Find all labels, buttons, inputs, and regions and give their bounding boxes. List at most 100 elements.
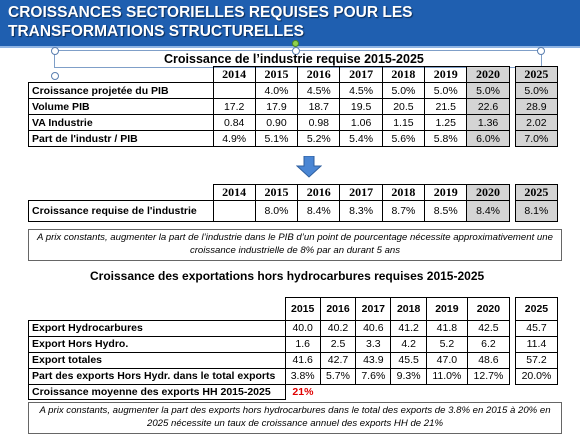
year-header: 2020: [466, 66, 510, 83]
year-header: 2020: [466, 297, 510, 321]
row-label: Export totales: [28, 351, 286, 369]
year-header: 2025: [514, 297, 559, 321]
table-row: Part des exports Hors Hydr. dans le tota…: [28, 367, 559, 385]
cell: 20.0%: [514, 367, 559, 385]
exports-table: 2015 2016 2017 2018 2019 2020 2025 Expor…: [28, 297, 559, 400]
average-growth-value: 21%: [292, 386, 314, 398]
table-header-row: 2014 2015 2016 2017 2018 2019 2020 2025: [29, 184, 559, 201]
cell: 21.5: [424, 98, 468, 115]
year-header: 2017: [355, 297, 392, 321]
year-header: 2015: [284, 297, 321, 321]
cell: 2.02: [514, 114, 559, 131]
cell: 8.4%: [466, 200, 510, 222]
year-header: 2016: [297, 184, 341, 201]
cell: 1.36: [466, 114, 510, 131]
cell: 7.0%: [514, 130, 559, 147]
table-row: Export Hors Hydro. 1.6 2.5 3.3 4.2 5.2 6…: [28, 335, 559, 353]
cell: 47.0: [425, 351, 468, 369]
industry-note: A prix constants, augmenter la part de l…: [28, 229, 562, 261]
corner-cell: [29, 185, 214, 201]
cell: 1.06: [339, 114, 383, 131]
year-header: 2017: [339, 184, 383, 201]
selection-handle[interactable]: [51, 72, 59, 80]
empty-cell: [356, 384, 391, 400]
selection-handle[interactable]: [292, 47, 300, 55]
section1-heading: Croissance de l’industrie requise 2015-2…: [164, 52, 424, 66]
cell: 28.9: [514, 98, 559, 115]
cell: 5.7%: [319, 367, 357, 385]
cell: 6.2: [466, 335, 510, 353]
cell: [212, 82, 256, 99]
cell: 57.2: [514, 351, 559, 369]
cell: 18.7: [297, 98, 341, 115]
rotation-handle[interactable]: [292, 40, 299, 47]
cell: 3.8%: [284, 367, 321, 385]
cell: 5.2: [425, 335, 468, 353]
year-header: 2014: [212, 66, 256, 83]
row-label: VA Industrie: [28, 114, 214, 131]
cell: 5.0%: [514, 82, 559, 99]
year-header: 2018: [381, 66, 426, 83]
cell: 5.0%: [424, 82, 468, 99]
cell: 3.3: [355, 335, 392, 353]
cell: 11.4: [514, 335, 559, 353]
row-label: Export Hydrocarbures: [28, 319, 286, 337]
table-row: Part de l'industr / PIB 4.9% 5.1% 5.2% 5…: [28, 130, 559, 147]
row-label: Part des exports Hors Hydr. dans le tota…: [28, 367, 286, 385]
table-row: VA Industrie 0.84 0.90 0.98 1.06 1.15 1.…: [28, 114, 559, 131]
cell: 45.5: [390, 351, 427, 369]
year-header: 2014: [212, 184, 256, 201]
year-header: 2019: [424, 66, 468, 83]
cell: 40.6: [355, 319, 392, 337]
cell: 5.6%: [381, 130, 426, 147]
year-header: 2018: [381, 184, 426, 201]
cell: 9.3%: [390, 367, 427, 385]
table-header-row: 2014 2015 2016 2017 2018 2019 2020 2025: [29, 66, 559, 83]
cell: 41.8: [425, 319, 468, 337]
cell: 40.0: [284, 319, 321, 337]
cell: 1.15: [381, 114, 426, 131]
year-header: 2025: [514, 184, 559, 201]
cell: 17.9: [254, 98, 299, 115]
table-row: Croissance projetée du PIB 4.0% 4.5% 4.5…: [28, 82, 559, 99]
selection-handle[interactable]: [537, 47, 545, 55]
selection-handle[interactable]: [51, 47, 59, 55]
empty-cell: [391, 384, 426, 400]
cell: 45.7: [514, 319, 559, 337]
year-header: 2015: [254, 66, 299, 83]
cell: 17.2: [212, 98, 256, 115]
cell: 5.2%: [297, 130, 341, 147]
corner-cell: [29, 298, 286, 321]
cell: 41.2: [390, 319, 427, 337]
cell: 5.0%: [381, 82, 426, 99]
year-header: 2019: [425, 297, 468, 321]
row-label: Volume PIB: [28, 98, 214, 115]
corner-cell: [29, 67, 214, 83]
cell: 4.0%: [254, 82, 299, 99]
cell: 20.5: [381, 98, 426, 115]
row-label: Part de l'industr / PIB: [28, 130, 214, 147]
cell: 8.3%: [339, 200, 383, 222]
cell: 6.0%: [466, 130, 510, 147]
down-arrow-icon: [296, 156, 322, 178]
empty-cell: [467, 384, 509, 400]
cell: 40.2: [319, 319, 357, 337]
table-row: Croissance requise de l'industrie 8.0% 8…: [28, 200, 559, 222]
row-label: Export Hors Hydro.: [28, 335, 286, 353]
table-row: Croissance moyenne des exports HH 2015-2…: [28, 383, 558, 400]
cell: 8.5%: [424, 200, 468, 222]
year-header: 2025: [514, 66, 559, 83]
year-header: 2016: [319, 297, 357, 321]
cell: 42.5: [466, 319, 510, 337]
cell: 8.1%: [514, 200, 559, 222]
year-header: 2016: [297, 66, 341, 83]
cell: [212, 200, 256, 222]
cell: 5.1%: [254, 130, 299, 147]
year-header: 2015: [254, 184, 299, 201]
cell: 8.0%: [254, 200, 299, 222]
cell: 0.84: [212, 114, 256, 131]
row-label: Croissance requise de l'industrie: [28, 200, 214, 222]
cell: 5.4%: [339, 130, 383, 147]
cell: 0.90: [254, 114, 299, 131]
empty-cell: [426, 384, 467, 400]
